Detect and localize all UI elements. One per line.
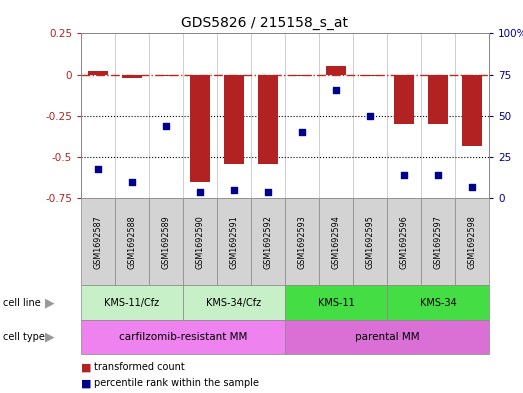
Text: GSM1692588: GSM1692588	[128, 215, 137, 268]
Text: GSM1692591: GSM1692591	[230, 215, 238, 268]
Text: GSM1692592: GSM1692592	[264, 215, 272, 269]
Text: GSM1692590: GSM1692590	[196, 215, 204, 268]
Text: cell line: cell line	[3, 298, 40, 308]
Bar	[360, 75, 380, 76]
Point	[434, 172, 442, 178]
Text: GSM1692594: GSM1692594	[332, 215, 340, 268]
Text: KMS-34: KMS-34	[419, 298, 457, 308]
Point	[230, 187, 238, 193]
Text: parental MM: parental MM	[355, 332, 419, 342]
Text: ■: ■	[81, 362, 92, 373]
Point	[162, 123, 170, 129]
Text: ■: ■	[81, 378, 92, 388]
Bar	[292, 75, 312, 76]
Bar	[88, 72, 108, 75]
Text: GSM1692597: GSM1692597	[434, 215, 442, 269]
Text: percentile rank within the sample: percentile rank within the sample	[94, 378, 259, 388]
Point	[400, 172, 408, 178]
Point	[264, 189, 272, 195]
Point	[94, 165, 103, 172]
Bar	[156, 75, 176, 76]
Bar	[462, 75, 482, 146]
Text: carfilzomib-resistant MM: carfilzomib-resistant MM	[119, 332, 247, 342]
Text: GSM1692598: GSM1692598	[468, 215, 476, 268]
Text: GSM1692595: GSM1692595	[366, 215, 374, 269]
Point	[366, 113, 374, 119]
Point	[332, 86, 340, 93]
Point	[196, 189, 204, 195]
Text: GSM1692587: GSM1692587	[94, 215, 103, 268]
Text: KMS-11/Cfz: KMS-11/Cfz	[105, 298, 160, 308]
Text: KMS-11: KMS-11	[317, 298, 355, 308]
Point	[298, 129, 306, 136]
Text: GSM1692596: GSM1692596	[400, 215, 408, 268]
Text: cell type: cell type	[3, 332, 44, 342]
Bar	[428, 75, 448, 124]
Bar	[224, 75, 244, 164]
Bar	[394, 75, 414, 124]
Text: KMS-34/Cfz: KMS-34/Cfz	[207, 298, 262, 308]
Bar	[258, 75, 278, 164]
Point	[468, 184, 476, 190]
Text: ▶: ▶	[45, 331, 54, 343]
Bar	[326, 66, 346, 75]
Text: transformed count: transformed count	[94, 362, 185, 373]
Bar	[190, 75, 210, 182]
Point	[128, 179, 136, 185]
Bar	[122, 75, 142, 78]
Text: ▶: ▶	[45, 296, 54, 309]
Text: GSM1692589: GSM1692589	[162, 215, 170, 268]
Title: GDS5826 / 215158_s_at: GDS5826 / 215158_s_at	[181, 16, 348, 29]
Text: GSM1692593: GSM1692593	[298, 215, 306, 268]
